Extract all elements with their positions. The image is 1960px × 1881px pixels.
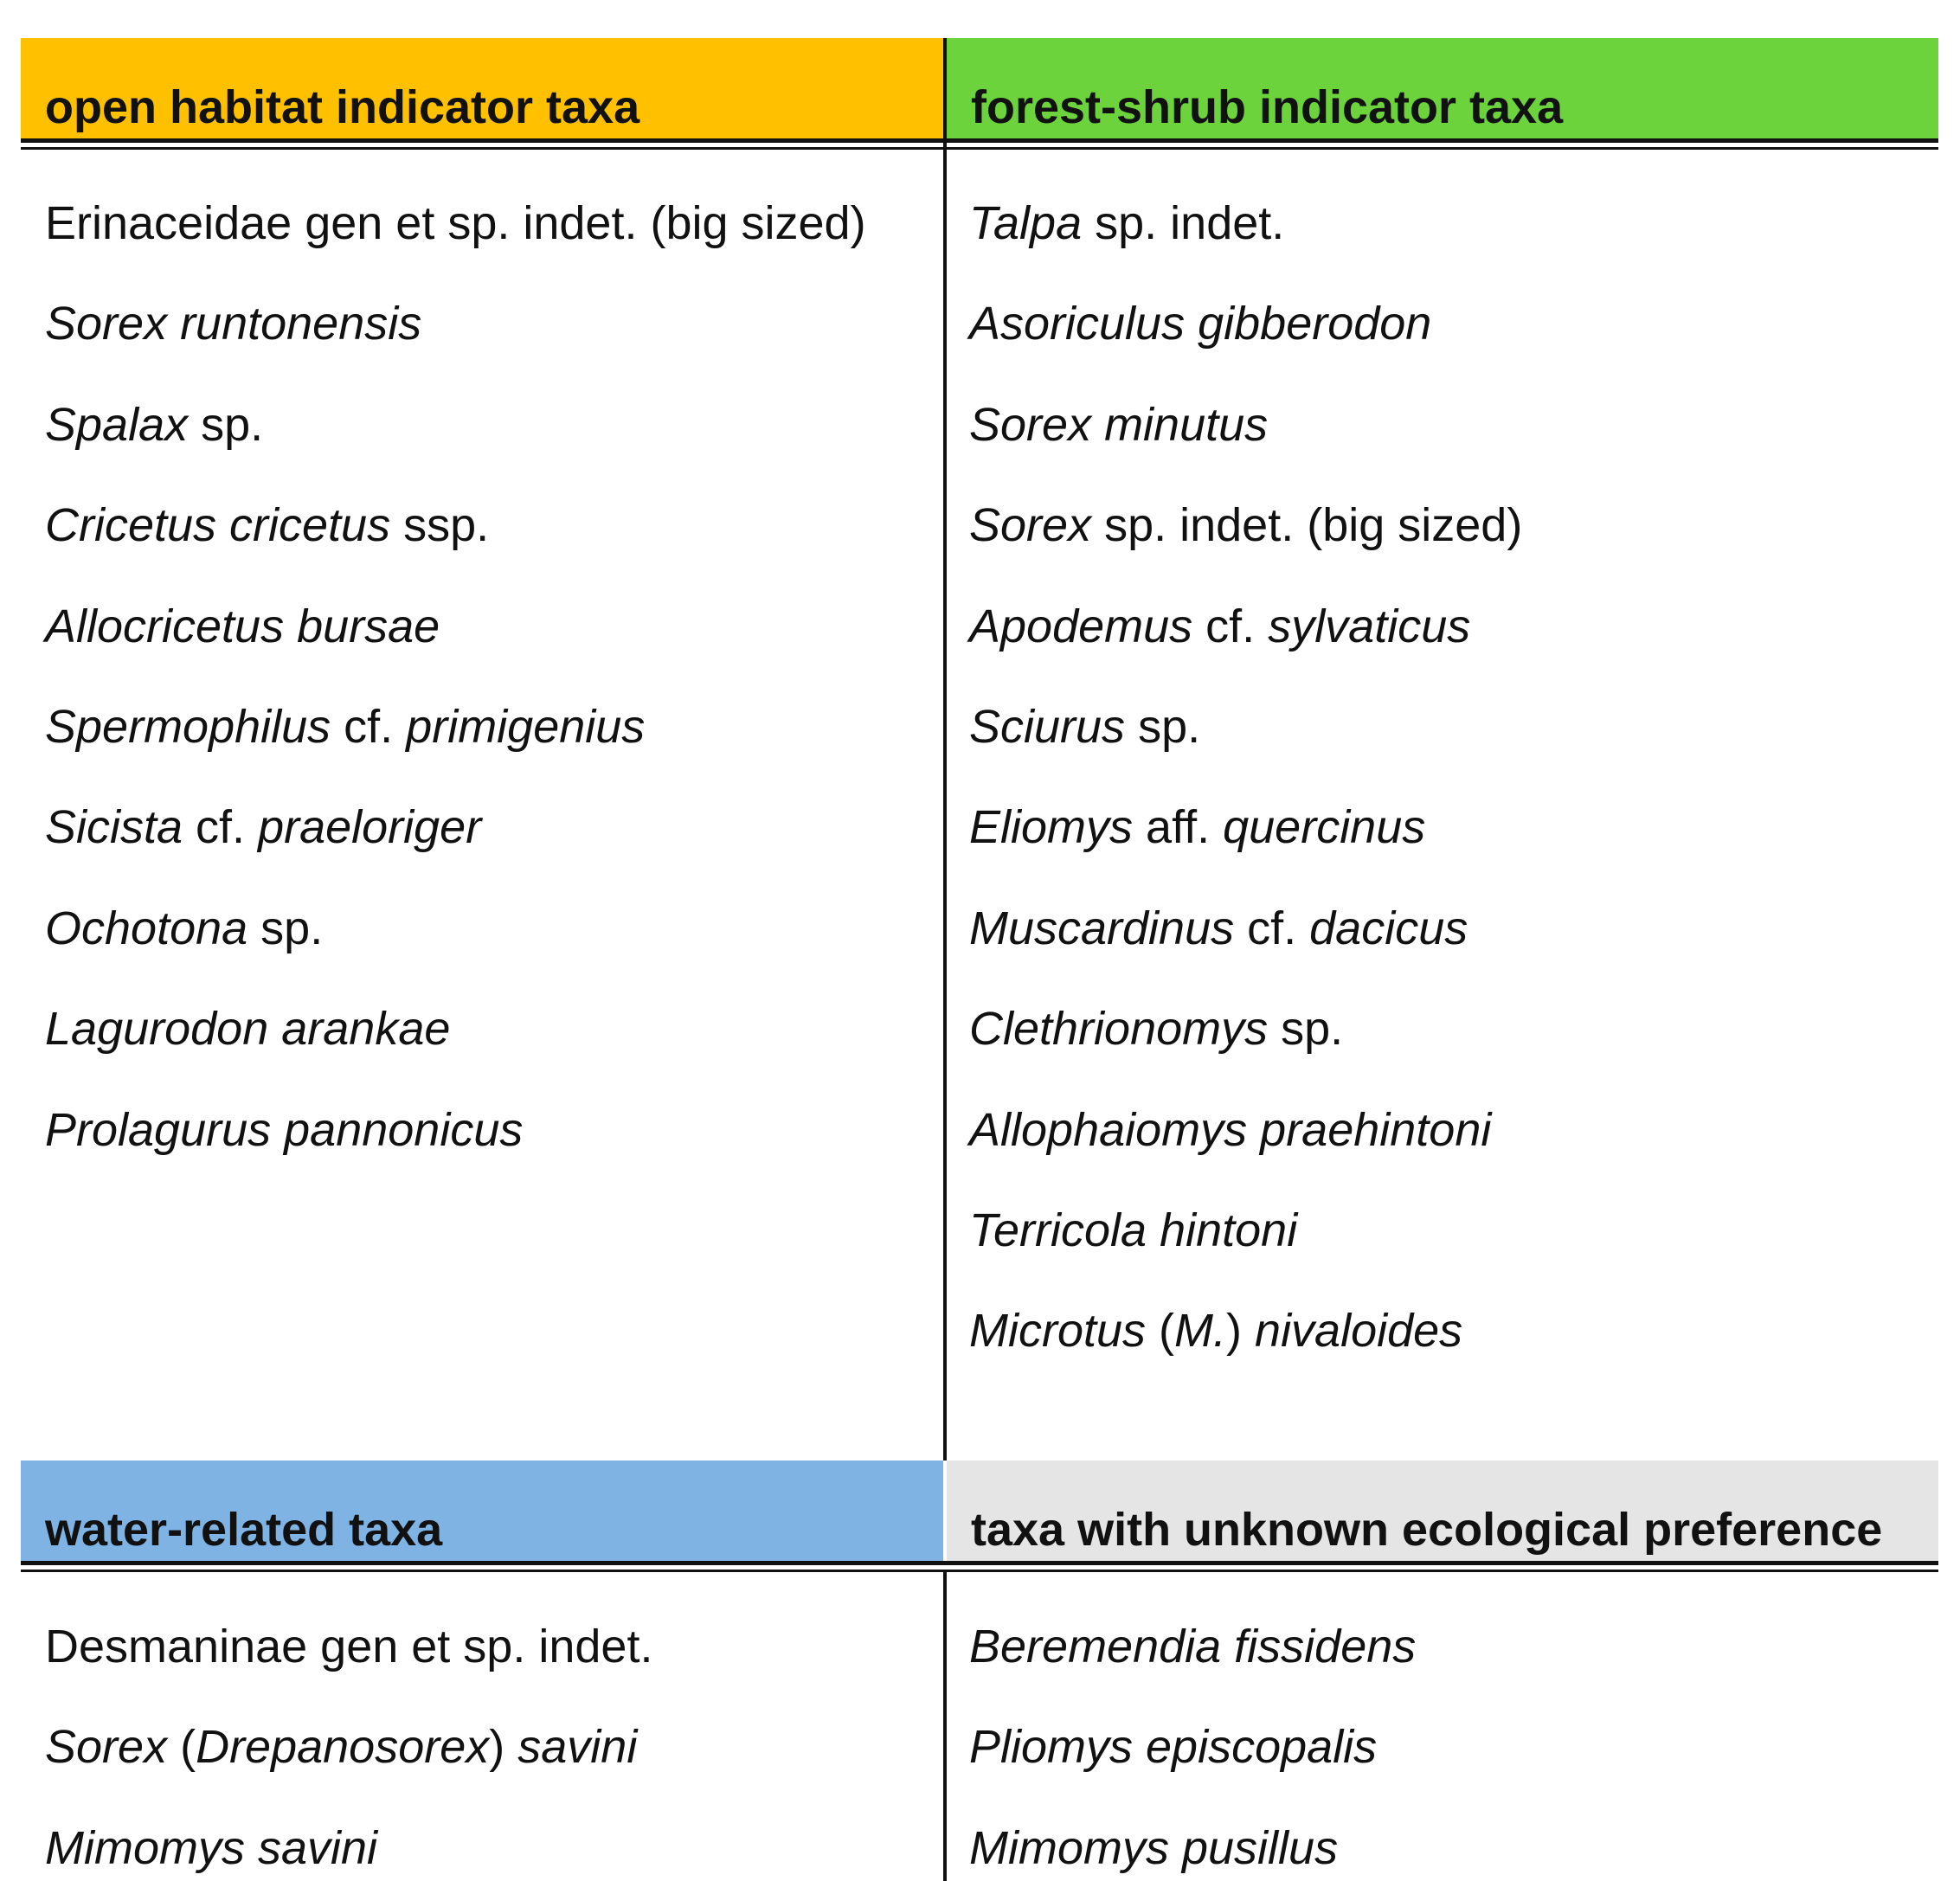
taxon-roman-part: Erinaceidae gen et sp. indet. (big sized…	[45, 197, 866, 249]
taxon-item: Microtus (M.) nivaloides	[969, 1305, 1462, 1357]
taxon-italic-part: Allophaiomys praehintoni	[969, 1103, 1492, 1156]
taxon-roman-part: aff.	[1133, 801, 1224, 854]
taxon-roman-part: Desmaninae gen et sp. indet.	[45, 1621, 653, 1672]
taxon-roman-part: cf.	[183, 801, 259, 854]
taxon-item: Apodemus cf. sylvaticus	[969, 600, 1470, 652]
taxon-italic-part: Microtus	[969, 1305, 1147, 1358]
taxon-item: Asoriculus gibberodon	[969, 298, 1431, 350]
header-unknown-preference: taxa with unknown ecological preference	[947, 1461, 1938, 1561]
taxon-roman-part: sp.	[188, 398, 264, 451]
taxon-item: Ochotona sp.	[45, 902, 323, 954]
taxon-italic-part: Sorex runtonensis	[45, 298, 422, 350]
taxon-roman-part: ssp.	[390, 499, 490, 552]
taxon-roman-part: cf.	[331, 701, 407, 753]
bottom-header-rule-thin	[21, 1570, 1938, 1572]
taxon-item: Lagurodon arankae	[45, 1003, 450, 1055]
taxon-italic-part: Allocricetus bursae	[45, 600, 440, 652]
taxon-item: Cricetus cricetus ssp.	[45, 499, 489, 551]
header-open-habitat-label: open habitat indicator taxa	[45, 81, 640, 133]
taxon-item: Mimomys pusillus	[969, 1822, 1338, 1874]
taxon-item: Allocricetus bursae	[45, 600, 440, 652]
taxon-item: Sorex sp. indet. (big sized)	[969, 499, 1522, 551]
taxon-italic-part: Cricetus cricetus	[45, 499, 391, 552]
taxon-roman-part: (	[1146, 1305, 1175, 1358]
taxon-roman-part: )	[1226, 1305, 1256, 1358]
taxon-italic-part: Eliomys	[969, 801, 1134, 854]
header-open-habitat: open habitat indicator taxa	[21, 38, 943, 138]
taxon-item: Allophaiomys praehintoni	[969, 1104, 1491, 1156]
taxon-italic-part: Sciurus	[969, 701, 1126, 753]
taxon-roman-part: (	[167, 1721, 196, 1774]
taxon-item: Pliomys episcopalis	[969, 1721, 1377, 1773]
taxon-italic-part: Clethrionomys	[969, 1003, 1269, 1056]
taxon-item: Prolagurus pannonicus	[45, 1104, 523, 1156]
taxon-item: Muscardinus cf. dacicus	[969, 902, 1468, 954]
top-header-rule-thick	[21, 138, 1938, 143]
taxon-italic-part: primigenius	[406, 701, 646, 753]
taxon-item: Beremendia fissidens	[969, 1621, 1416, 1672]
taxon-roman-part: sp. indet. (big sized)	[1091, 499, 1523, 552]
top-header-rule-thin	[21, 147, 1938, 150]
header-forest-shrub-label: forest-shrub indicator taxa	[971, 81, 1564, 133]
taxon-item: Terricola hintoni	[969, 1204, 1297, 1256]
taxon-item: Desmaninae gen et sp. indet.	[45, 1621, 652, 1672]
header-forest-shrub: forest-shrub indicator taxa	[947, 38, 1938, 138]
taxon-italic-part: Terricola hintoni	[969, 1204, 1298, 1256]
taxon-item: Eliomys aff. quercinus	[969, 801, 1425, 853]
taxon-italic-part: Sorex	[45, 1721, 168, 1774]
taxon-italic-part: Mimomys savini	[45, 1821, 378, 1874]
taxon-italic-part: Lagurodon arankae	[45, 1003, 451, 1056]
taxon-italic-part: Prolagurus pannonicus	[45, 1103, 524, 1156]
taxon-roman-part: sp. indet.	[1082, 197, 1285, 249]
taxon-italic-part: dacicus	[1309, 902, 1468, 954]
taxon-item: Mimomys savini	[45, 1822, 377, 1874]
taxon-item: Erinaceidae gen et sp. indet. (big sized…	[45, 197, 866, 249]
taxon-item: Sciurus sp.	[969, 701, 1200, 753]
taxon-roman-part: sp.	[1125, 701, 1201, 753]
taxon-italic-part: Beremendia fissidens	[969, 1621, 1417, 1672]
taxon-item: Sorex (Drepanosorex) savini	[45, 1721, 637, 1773]
taxon-item: Spalax sp.	[45, 399, 263, 451]
taxon-italic-part: nivaloides	[1255, 1305, 1463, 1358]
taxon-italic-part: Spalax	[45, 398, 189, 451]
column-divider-bottom	[943, 1572, 947, 1881]
taxon-italic-part: Sorex	[969, 499, 1092, 552]
taxon-roman-part: cf.	[1234, 902, 1310, 954]
taxon-item: Sicista cf. praeloriger	[45, 801, 481, 853]
taxon-italic-part: Mimomys pusillus	[969, 1821, 1339, 1874]
taxon-italic-part: Asoriculus gibberodon	[969, 298, 1432, 350]
taxon-item: Sorex runtonensis	[45, 298, 421, 350]
header-unknown-preference-label: taxa with unknown ecological preference	[971, 1504, 1883, 1556]
taxon-italic-part: Ochotona	[45, 902, 248, 954]
taxon-italic-part: Spermophilus	[45, 701, 331, 753]
column-divider-top	[943, 38, 947, 1461]
taxon-italic-part: Sicista	[45, 801, 183, 854]
taxon-roman-part: )	[489, 1721, 518, 1774]
header-water-related-label: water-related taxa	[45, 1504, 443, 1556]
taxon-italic-part: Muscardinus	[969, 902, 1235, 954]
taxon-italic-part: Talpa	[969, 197, 1083, 249]
taxon-item: Clethrionomys sp.	[969, 1003, 1343, 1055]
taxon-item: Sorex minutus	[969, 399, 1268, 451]
taxon-italic-part: sylvaticus	[1268, 600, 1471, 652]
taxon-italic-part: quercinus	[1223, 801, 1426, 854]
taxon-item: Talpa sp. indet.	[969, 197, 1284, 249]
taxon-italic-part: Pliomys episcopalis	[969, 1721, 1378, 1774]
taxon-italic-part: Drepanosorex	[196, 1721, 490, 1774]
taxon-italic-part: praeloriger	[258, 801, 482, 854]
taxon-roman-part: cf.	[1192, 600, 1269, 652]
taxon-italic-part: M.	[1174, 1305, 1227, 1358]
header-water-related: water-related taxa	[21, 1461, 943, 1561]
taxon-italic-part: Sorex minutus	[969, 398, 1269, 451]
taxon-roman-part: sp.	[247, 902, 324, 954]
taxon-item: Spermophilus cf. primigenius	[45, 701, 645, 753]
taxon-italic-part: Apodemus	[969, 600, 1193, 652]
bottom-header-rule-thick	[21, 1561, 1938, 1565]
taxon-italic-part: savini	[517, 1721, 638, 1774]
taxon-roman-part: sp.	[1268, 1003, 1344, 1056]
